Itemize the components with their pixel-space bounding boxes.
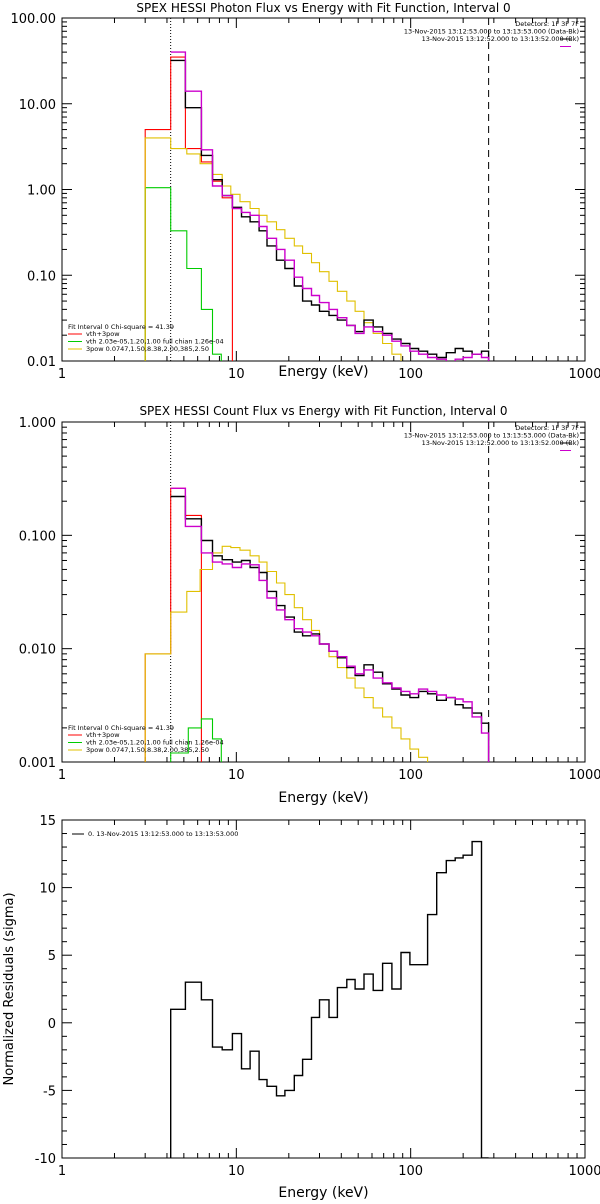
y-tick-label: 5 xyxy=(48,949,56,964)
chart-title: SPEX HESSI Count Flux vs Energy with Fit… xyxy=(139,404,507,418)
x-tick-label: 1 xyxy=(58,1164,66,1179)
y-tick-label: 1.000 xyxy=(19,416,56,431)
data-series-model xyxy=(171,488,489,802)
x-tick-label: 100 xyxy=(398,367,423,382)
x-tick-label: 1 xyxy=(58,768,66,783)
legend-label: 0. 13-Nov-2015 13:12:53.000 to 13:13:53.… xyxy=(88,830,238,838)
y-tick-label: 15 xyxy=(39,814,56,829)
y-tick-label: 0.01 xyxy=(27,355,56,370)
panel-1: 1 10 100 1000 0.001 0.010 0.100 1.000 SPEX HESSI… xyxy=(19,404,600,806)
y-tick-label: 100.00 xyxy=(11,12,57,27)
plot-frame xyxy=(62,422,585,762)
y-tick-label: -10 xyxy=(35,1152,56,1167)
data-series-data xyxy=(171,60,489,401)
x-tick-label: 100 xyxy=(398,1164,423,1179)
panel-2: 1 10 100 1000 -10 -5 0 5 10 15 Energy (keV) Normali… xyxy=(2,814,600,1200)
legend-label: 3pow 0.0747,1.50,8.38,2.00,385,2.50 xyxy=(86,746,209,754)
y-axis-label: Normalized Residuals (sigma) xyxy=(2,892,17,1085)
fit-series-0 xyxy=(145,488,201,802)
x-tick-label: 100 xyxy=(398,768,423,783)
x-axis-label: Energy (keV) xyxy=(278,1185,368,1200)
fit-header: Fit Interval 0 Chi-square = 41.39 xyxy=(68,724,174,732)
y-tick-label: 0.10 xyxy=(27,269,56,284)
fit-series-2 xyxy=(145,546,433,802)
info-line: 13-Nov-2015 13:12:52.000 to 13:13:52.000… xyxy=(422,439,579,447)
data-series-model xyxy=(171,52,489,401)
x-tick-label: 1000 xyxy=(568,367,600,382)
plot-area xyxy=(171,842,489,1178)
fit-series-1 xyxy=(145,188,221,401)
fit-series-1 xyxy=(171,719,222,802)
legend-label: 3pow 0.0747,1.50,8.38,2.00,385,2.50 xyxy=(86,345,209,353)
fit-header: Fit Interval 0 Chi-square = 41.39 xyxy=(68,323,174,331)
panel-0: 1 10 100 1000 0.01 0.10 1.00 10.00 100.00 SPEX HE… xyxy=(11,1,600,401)
info-line: 13-Nov-2015 13:12:52.000 to 13:13:52.000… xyxy=(422,35,579,43)
x-tick-label: 10 xyxy=(228,768,245,783)
x-axis-label: Energy (keV) xyxy=(278,790,368,806)
y-tick-label: 0.100 xyxy=(19,529,56,544)
chart-title: SPEX HESSI Photon Flux vs Energy with Fi… xyxy=(136,1,510,15)
y-tick-label: 10 xyxy=(39,882,56,897)
y-tick-label: 10.00 xyxy=(19,98,56,113)
x-tick-label: 1000 xyxy=(568,1164,600,1179)
fit-series-2 xyxy=(145,138,410,401)
x-tick-label: 1000 xyxy=(568,768,600,783)
y-tick-label: 0 xyxy=(48,1017,56,1032)
y-tick-label: 1.00 xyxy=(27,184,56,199)
plot-frame xyxy=(62,820,585,1158)
residual-series xyxy=(171,842,489,1178)
x-tick-label: 10 xyxy=(228,367,245,382)
x-tick-label: 10 xyxy=(228,1164,245,1179)
x-tick-label: 1 xyxy=(58,367,66,382)
plot-frame xyxy=(62,18,585,361)
x-axis-label: Energy (keV) xyxy=(278,364,368,380)
y-tick-label: 0.001 xyxy=(19,756,56,771)
y-tick-label: -5 xyxy=(43,1084,56,1099)
y-tick-label: 0.010 xyxy=(19,643,56,658)
